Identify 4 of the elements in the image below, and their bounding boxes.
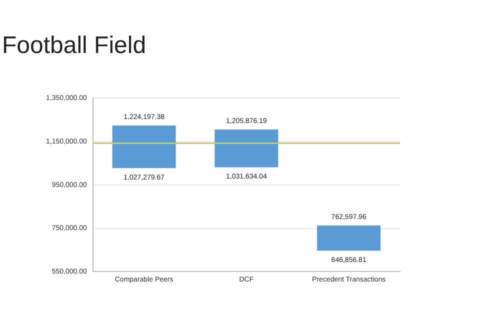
bar <box>214 129 278 168</box>
bar <box>317 226 381 251</box>
bar <box>112 125 176 168</box>
chart-title: Football Field <box>2 32 146 60</box>
